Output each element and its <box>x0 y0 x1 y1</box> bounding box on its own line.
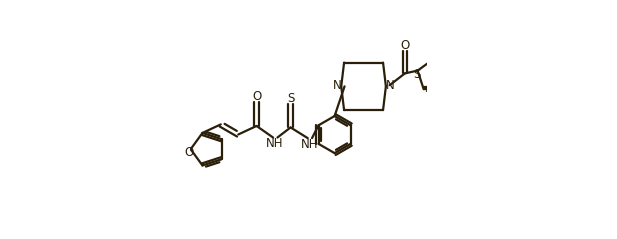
Text: O: O <box>252 91 261 103</box>
Text: N: N <box>333 79 341 92</box>
Text: O: O <box>400 39 410 52</box>
Text: NH: NH <box>301 138 318 151</box>
Text: S: S <box>413 68 420 81</box>
Text: NH: NH <box>267 137 284 150</box>
Text: N: N <box>386 79 394 92</box>
Text: S: S <box>287 92 294 105</box>
Text: O: O <box>185 146 194 158</box>
